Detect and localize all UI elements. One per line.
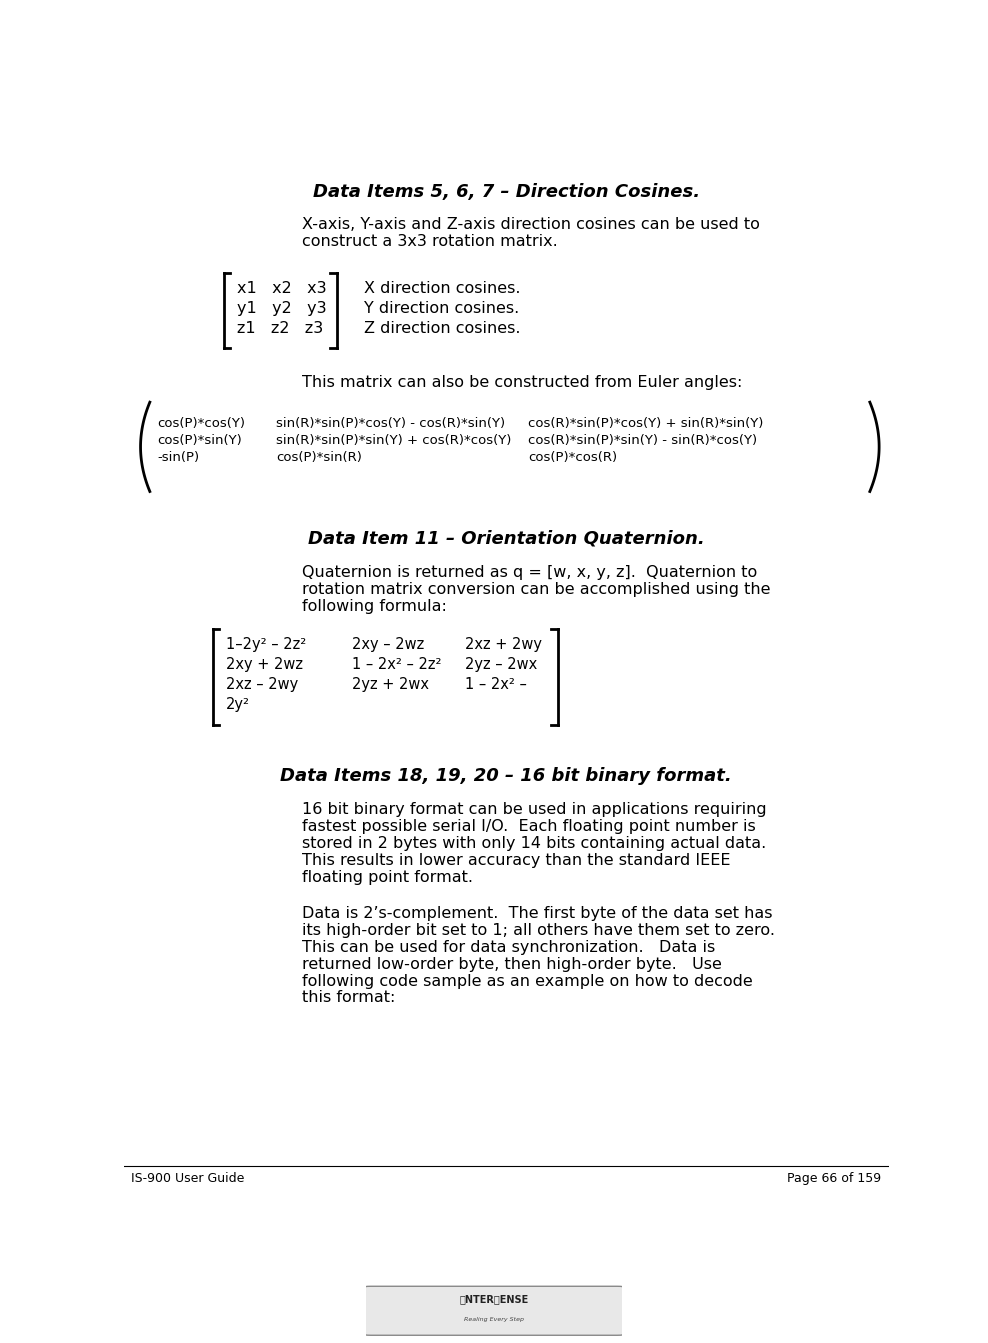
Text: this format:: this format:	[301, 990, 395, 1006]
Text: following formula:: following formula:	[301, 599, 447, 614]
Text: Data is 2’s-complement.  The first byte of the data set has: Data is 2’s-complement. The first byte o…	[301, 905, 773, 921]
Text: stored in 2 bytes with only 14 bits containing actual data.: stored in 2 bytes with only 14 bits cont…	[301, 835, 766, 850]
Text: This can be used for data synchronization.   Data is: This can be used for data synchronizatio…	[301, 940, 715, 955]
Text: returned low-order byte, then high-order byte.   Use: returned low-order byte, then high-order…	[301, 956, 721, 971]
Text: rotation matrix conversion can be accomplished using the: rotation matrix conversion can be accomp…	[301, 582, 771, 596]
Text: cos(P)*sin(R): cos(P)*sin(R)	[277, 451, 362, 465]
Text: Y direction cosines.: Y direction cosines.	[364, 301, 519, 316]
Text: This matrix can also be constructed from Euler angles:: This matrix can also be constructed from…	[301, 375, 742, 391]
Text: following code sample as an example on how to decode: following code sample as an example on h…	[301, 974, 753, 988]
Text: X-axis, Y-axis and Z-axis direction cosines can be used to: X-axis, Y-axis and Z-axis direction cosi…	[301, 218, 760, 232]
Text: This results in lower accuracy than the standard IEEE: This results in lower accuracy than the …	[301, 853, 730, 868]
Text: its high-order bit set to 1; all others have them set to zero.: its high-order bit set to 1; all others …	[301, 923, 775, 937]
Text: Quaternion is returned as q = [w, x, y, z].  Quaternion to: Quaternion is returned as q = [w, x, y, …	[301, 564, 757, 580]
Text: Data Item 11 – Orientation Quaternion.: Data Item 11 – Orientation Quaternion.	[308, 530, 704, 548]
Text: cos(R)*sin(P)*sin(Y) - sin(R)*cos(Y): cos(R)*sin(P)*sin(Y) - sin(R)*cos(Y)	[528, 434, 757, 447]
Text: sin(R)*sin(P)*sin(Y) + cos(R)*cos(Y): sin(R)*sin(P)*sin(Y) + cos(R)*cos(Y)	[277, 434, 512, 447]
Text: Z direction cosines.: Z direction cosines.	[364, 321, 521, 336]
Text: construct a 3x3 rotation matrix.: construct a 3x3 rotation matrix.	[301, 234, 557, 250]
Text: cos(P)*sin(Y): cos(P)*sin(Y)	[158, 434, 242, 447]
Text: 2xy – 2wz: 2xy – 2wz	[352, 637, 425, 653]
Text: 2y²: 2y²	[226, 697, 250, 712]
Text: IS-900 User Guide: IS-900 User Guide	[131, 1172, 245, 1185]
Text: 1 – 2x² –: 1 – 2x² –	[464, 677, 527, 692]
Text: 2xy + 2wz: 2xy + 2wz	[226, 657, 302, 673]
Text: sin(R)*sin(P)*cos(Y) - cos(R)*sin(Y): sin(R)*sin(P)*cos(Y) - cos(R)*sin(Y)	[277, 418, 505, 430]
Text: -sin(P): -sin(P)	[158, 451, 200, 465]
Text: 2xz + 2wy: 2xz + 2wy	[464, 637, 541, 653]
Text: X direction cosines.: X direction cosines.	[364, 281, 521, 295]
Text: fastest possible serial I/O.  Each floating point number is: fastest possible serial I/O. Each floati…	[301, 819, 756, 834]
Text: ⓘNTERⓈENSE: ⓘNTERⓈENSE	[459, 1295, 529, 1304]
Text: 2yz + 2wx: 2yz + 2wx	[352, 677, 429, 692]
Text: 1 – 2x² – 2z²: 1 – 2x² – 2z²	[352, 657, 442, 673]
Text: Page 66 of 159: Page 66 of 159	[787, 1172, 881, 1185]
Text: Realing Every Step: Realing Every Step	[464, 1317, 524, 1323]
Text: 2xz – 2wy: 2xz – 2wy	[226, 677, 298, 692]
Text: x1   x2   x3: x1 x2 x3	[237, 281, 327, 295]
Text: Data Items 18, 19, 20 – 16 bit binary format.: Data Items 18, 19, 20 – 16 bit binary fo…	[281, 767, 732, 786]
Text: Data Items 5, 6, 7 – Direction Cosines.: Data Items 5, 6, 7 – Direction Cosines.	[313, 183, 700, 200]
Text: z1   z2   z3: z1 z2 z3	[237, 321, 324, 336]
Text: 1–2y² – 2z²: 1–2y² – 2z²	[226, 637, 306, 653]
Text: 16 bit binary format can be used in applications requiring: 16 bit binary format can be used in appl…	[301, 802, 767, 817]
Text: 2yz – 2wx: 2yz – 2wx	[464, 657, 536, 673]
FancyBboxPatch shape	[363, 1287, 625, 1335]
Text: cos(R)*sin(P)*cos(Y) + sin(R)*sin(Y): cos(R)*sin(P)*cos(Y) + sin(R)*sin(Y)	[528, 418, 764, 430]
Text: floating point format.: floating point format.	[301, 869, 472, 885]
Text: cos(P)*cos(R): cos(P)*cos(R)	[528, 451, 618, 465]
Text: y1   y2   y3: y1 y2 y3	[237, 301, 327, 316]
Text: cos(P)*cos(Y): cos(P)*cos(Y)	[158, 418, 246, 430]
